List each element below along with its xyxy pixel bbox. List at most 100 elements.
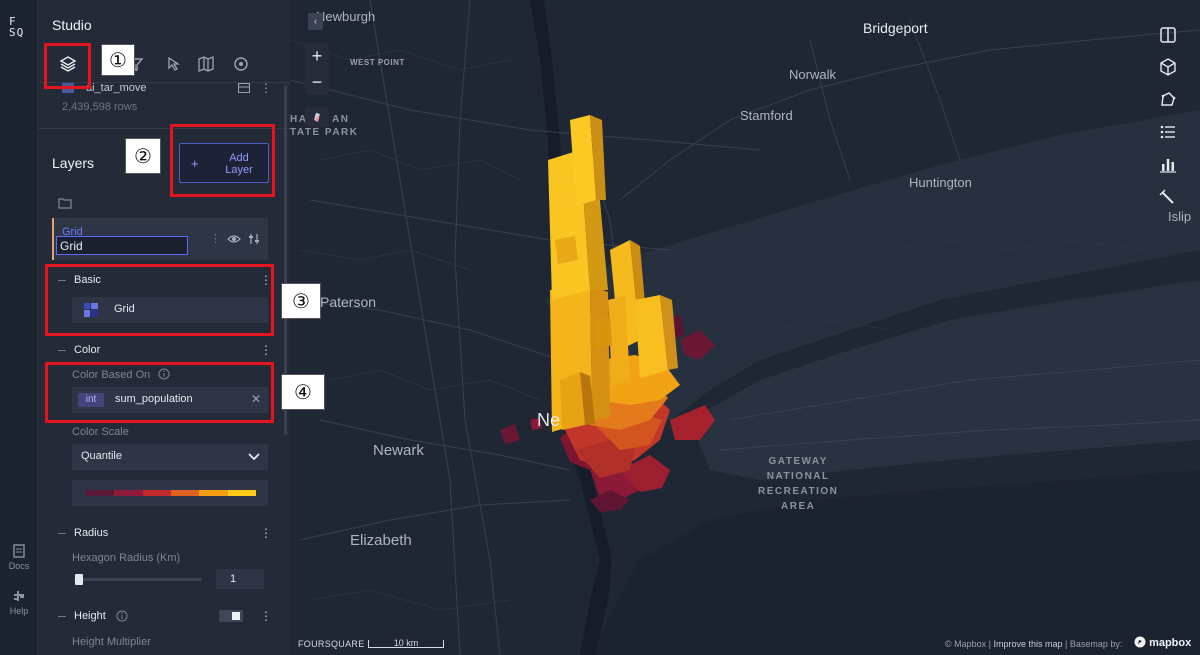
compass-icon	[314, 113, 320, 122]
radius-slider-handle[interactable]	[74, 574, 83, 585]
docs-button[interactable]: Docs	[0, 544, 38, 571]
color-scale-value: Quantile	[81, 450, 122, 462]
map-label-huntington: Huntington	[909, 175, 972, 190]
annotation-number-4: ④	[281, 374, 325, 410]
color-based-on-label: Color Based On	[72, 369, 151, 381]
color-swatch	[227, 490, 256, 496]
legend-icon[interactable]	[1158, 122, 1178, 142]
tool-icon[interactable]	[1158, 188, 1178, 208]
cube-icon[interactable]	[1158, 57, 1178, 77]
map-label-islip: Islip	[1168, 209, 1192, 224]
map-label-elizabeth: Elizabeth	[350, 532, 412, 549]
book-icon	[13, 544, 25, 558]
side-panel: Studio ai_tar_move 2,439,598 rows ⋮ Laye…	[38, 0, 290, 655]
dataset-rows: 2,439,598 rows	[62, 101, 138, 113]
color-scale-label: Color Scale	[72, 426, 129, 438]
field-type-badge: int	[78, 393, 104, 407]
folder-add-icon[interactable]	[58, 196, 72, 210]
layers-icon[interactable]	[58, 54, 78, 74]
attribution: © Mapbox | Improve this map | Basemap by…	[945, 639, 1123, 649]
compass-button[interactable]	[305, 107, 329, 127]
layers-title: Layers	[52, 155, 95, 171]
draw-icon[interactable]	[1158, 90, 1178, 110]
help-label: Help	[9, 606, 29, 616]
color-swatch	[170, 490, 200, 496]
map-label-west-point: WEST POINT	[350, 58, 405, 67]
map-label-new-york: Ne	[537, 410, 561, 430]
radius-label: Hexagon Radius (Km)	[72, 552, 181, 564]
improve-map-link[interactable]: Improve this map	[993, 639, 1063, 649]
mapbox-logo[interactable]: mapbox	[1134, 636, 1191, 649]
interaction-icon[interactable]	[162, 54, 182, 74]
layer-name-input[interactable]	[56, 236, 188, 255]
annotation-box-4	[45, 362, 274, 423]
color-swatch	[199, 490, 228, 496]
collapse-panel-button[interactable]: ‹	[308, 13, 323, 30]
color-range-strip	[86, 490, 256, 496]
eye-icon[interactable]	[227, 232, 241, 246]
mapbox-icon	[1134, 636, 1146, 648]
color-field-value: sum_population	[115, 393, 193, 405]
radius-section-title: Radius	[74, 527, 109, 539]
map-label-state-park: TATE PARK	[290, 127, 359, 138]
zoom-out-button[interactable]: −	[311, 72, 323, 92]
dataset-item[interactable]: ai_tar_move 2,439,598 rows ⋮	[52, 81, 278, 118]
basic-more-icon[interactable]: ⋮	[260, 273, 272, 287]
docs-label: Docs	[8, 561, 30, 571]
map-label-stamford: Stamford	[740, 108, 793, 123]
zoom-in-button[interactable]: +	[311, 46, 323, 66]
panel-scrollbar[interactable]	[284, 85, 287, 435]
panel-title: Studio	[52, 17, 92, 33]
map-background	[290, 0, 1200, 655]
info-icon[interactable]	[158, 368, 170, 380]
height-info-icon[interactable]	[116, 610, 128, 622]
annotation-number-2: ②	[125, 138, 161, 174]
annotation-box-2	[170, 124, 275, 197]
radius-more-icon[interactable]: ⋮	[260, 526, 272, 540]
annotation-box-3	[45, 264, 274, 336]
layer-type-label: Grid	[62, 226, 83, 238]
annotation-box-1	[44, 43, 91, 89]
dataset-name: ai_tar_move	[86, 82, 147, 94]
height-toggle[interactable]	[219, 610, 243, 622]
brand-label: FOURSQUARE	[298, 639, 365, 649]
color-swatch	[86, 490, 115, 496]
slack-icon	[14, 591, 24, 601]
color-scale-select[interactable]: Quantile	[72, 444, 268, 470]
basemap-icon[interactable]	[196, 54, 216, 74]
map-label-harriman-b: AN	[332, 114, 350, 125]
settings-sliders-icon[interactable]	[247, 232, 261, 246]
add-layer-button[interactable]: + Add Layer	[179, 143, 269, 183]
height-more-icon[interactable]: ⋮	[260, 609, 272, 623]
basic-section-title: Basic	[74, 274, 101, 286]
map-label-newburgh: Newburgh	[316, 9, 376, 24]
close-icon[interactable]: ✕	[251, 392, 262, 406]
chart-icon[interactable]	[1158, 155, 1178, 175]
radius-input[interactable]: 1	[216, 569, 264, 589]
color-section-title: Color	[74, 344, 101, 356]
help-button[interactable]: Help	[0, 589, 38, 616]
map-label-gateway: GATEWAY NATIONAL RECREATION AREA	[758, 456, 839, 512]
dataset-more-icon[interactable]: ⋮	[260, 81, 272, 95]
color-more-icon[interactable]: ⋮	[260, 343, 272, 357]
annotation-number-3: ③	[281, 283, 321, 319]
radius-slider-track[interactable]	[74, 578, 202, 581]
height-section-title: Height	[74, 610, 106, 622]
split-map-icon[interactable]	[1158, 25, 1178, 45]
annotation-number-1: ①	[101, 44, 135, 76]
table-icon[interactable]	[238, 83, 250, 93]
layer-type-select[interactable]: Grid	[72, 297, 268, 323]
color-range-picker[interactable]	[72, 480, 268, 506]
search-icon[interactable]	[231, 54, 251, 74]
grid-icon	[84, 303, 98, 317]
layer-more-icon[interactable]: ⋮	[210, 233, 221, 245]
map-label-bridgeport: Bridgeport	[863, 20, 928, 36]
filter-icon[interactable]	[126, 54, 146, 74]
map-label-newark: Newark	[373, 442, 424, 459]
map-label-harriman-a: HA	[290, 114, 308, 125]
map-canvas[interactable]: Newburgh Bridgeport WEST POINT Norwalk H…	[290, 0, 1200, 655]
color-field-select[interactable]: int sum_population ✕	[72, 387, 268, 413]
panel-tabs	[38, 46, 290, 82]
logo: F SQ	[9, 15, 25, 39]
chevron-down-icon	[248, 453, 260, 461]
